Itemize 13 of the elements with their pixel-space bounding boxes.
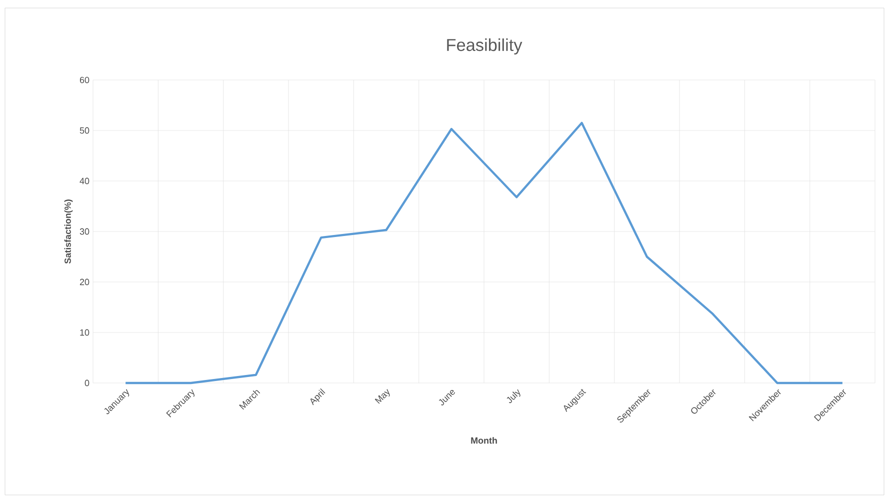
x-axis-title: Month xyxy=(471,437,497,444)
y-tick-label: 60 xyxy=(80,76,90,84)
x-tick-label: July xyxy=(506,389,520,404)
y-tick-label: 40 xyxy=(80,178,90,184)
chart-title: Feasibility xyxy=(447,38,522,54)
y-tick-label: 0 xyxy=(84,380,90,386)
y-tick-label: 30 xyxy=(80,228,90,235)
y-tick-label: 10 xyxy=(80,329,90,336)
y-axis-title: Satisfaction(%) xyxy=(64,200,73,264)
x-tick-label: May xyxy=(374,388,390,404)
line-series xyxy=(124,122,844,384)
y-tick-label: 50 xyxy=(80,127,90,134)
y-tick-label: 20 xyxy=(80,278,90,286)
